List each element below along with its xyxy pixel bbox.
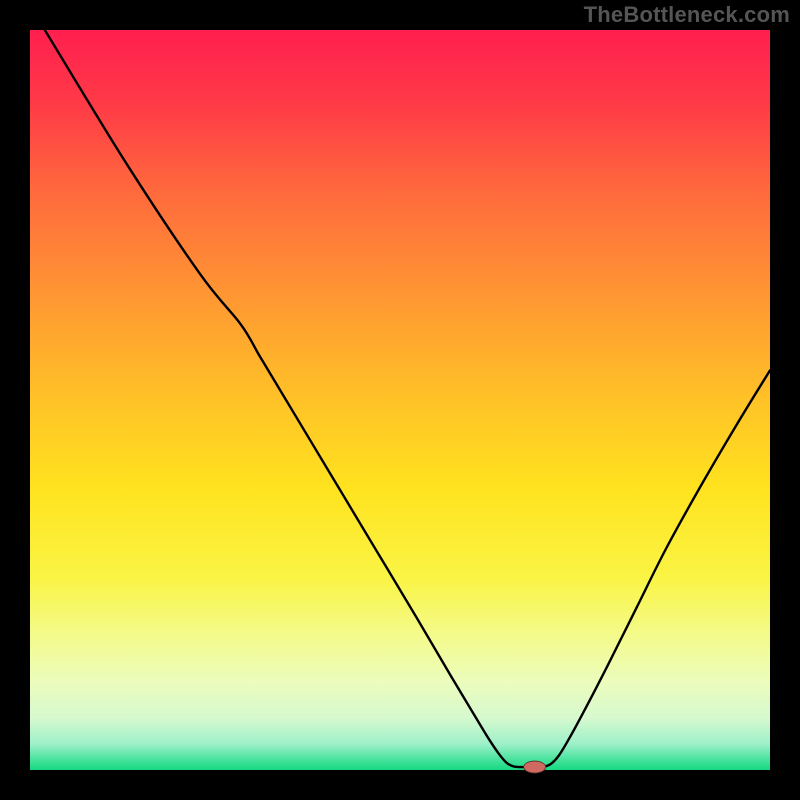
chart-frame: TheBottleneck.com	[0, 0, 800, 800]
bottleneck-curve-plot	[0, 0, 800, 800]
optimum-marker	[524, 761, 546, 773]
plot-background	[30, 30, 770, 770]
